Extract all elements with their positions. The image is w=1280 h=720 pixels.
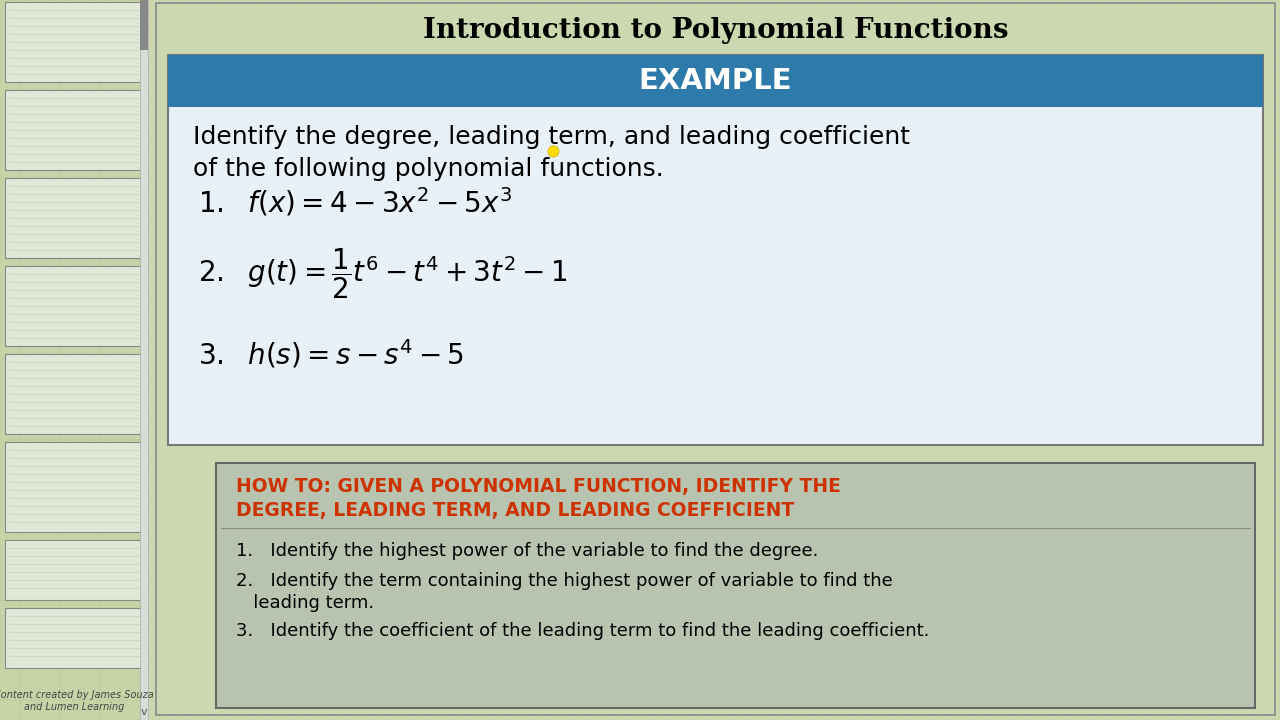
Bar [5, 442, 143, 532]
Text: $\mathit{1.}$  $f(x) = 4 - 3x^2 - 5x^3$: $\mathit{1.}$ $f(x) = 4 - 3x^2 - 5x^3$ [198, 186, 512, 218]
Bar [5, 2, 143, 82]
Bar [5, 266, 143, 346]
Bar [140, 0, 148, 50]
Bar [216, 463, 1254, 708]
Bar [156, 3, 1275, 715]
Text: DEGREE, LEADING TERM, AND LEADING COEFFICIENT: DEGREE, LEADING TERM, AND LEADING COEFFI… [236, 501, 795, 520]
Bar [5, 608, 143, 668]
Text: of the following polynomial functions.: of the following polynomial functions. [193, 157, 664, 181]
Text: $\mathit{2.}$  $g(t) = \dfrac{1}{2}t^6 - t^4 + 3t^2 - 1$: $\mathit{2.}$ $g(t) = \dfrac{1}{2}t^6 - … [198, 247, 567, 302]
Text: 1.   Identify the highest power of the variable to find the degree.: 1. Identify the highest power of the var… [236, 542, 818, 560]
Text: Content created by James Souza
and Lumen Learning: Content created by James Souza and Lumen… [0, 690, 154, 712]
Text: Introduction to Polynomial Functions: Introduction to Polynomial Functions [422, 17, 1009, 43]
Bar [168, 55, 1263, 445]
Text: EXAMPLE: EXAMPLE [639, 67, 792, 95]
Text: 2.   Identify the term containing the highest power of variable to find the: 2. Identify the term containing the high… [236, 572, 892, 590]
Text: HOW TO: GIVEN A POLYNOMIAL FUNCTION, IDENTIFY THE: HOW TO: GIVEN A POLYNOMIAL FUNCTION, IDE… [236, 477, 841, 496]
Bar [5, 178, 143, 258]
Bar [5, 540, 143, 600]
Bar [5, 354, 143, 434]
Text: 3.   Identify the coefficient of the leading term to find the leading coefficien: 3. Identify the coefficient of the leadi… [236, 622, 929, 640]
Text: $\mathit{3.}$  $h(s) = s - s^4 - 5$: $\mathit{3.}$ $h(s) = s - s^4 - 5$ [198, 338, 465, 371]
Text: Identify the degree, leading term, and leading coefficient: Identify the degree, leading term, and l… [193, 125, 910, 149]
Bar [168, 55, 1263, 107]
Text: leading term.: leading term. [236, 594, 374, 612]
Bar [5, 90, 143, 170]
Bar [0, 0, 148, 720]
Bar [140, 0, 148, 720]
Text: v: v [141, 707, 147, 717]
